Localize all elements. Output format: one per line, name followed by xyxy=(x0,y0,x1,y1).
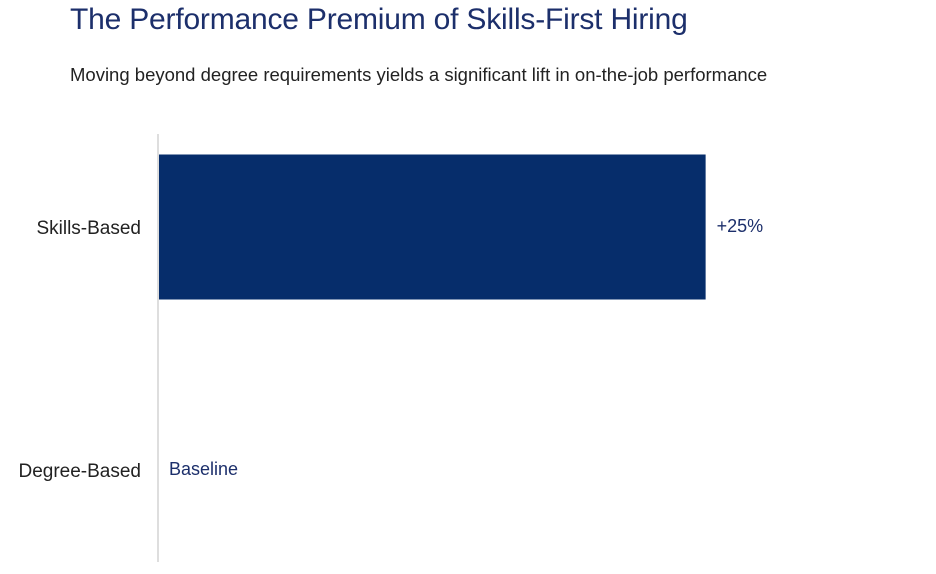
chart-subtitle: Moving beyond degree requirements yields… xyxy=(70,64,768,85)
category-label: Skills-Based xyxy=(36,218,141,239)
category-label: Degree-Based xyxy=(18,461,141,482)
data-label: +25% xyxy=(717,216,764,236)
data-label: Baseline xyxy=(169,459,238,479)
chart-title: The Performance Premium of Skills-First … xyxy=(70,3,688,36)
bar xyxy=(159,154,706,300)
